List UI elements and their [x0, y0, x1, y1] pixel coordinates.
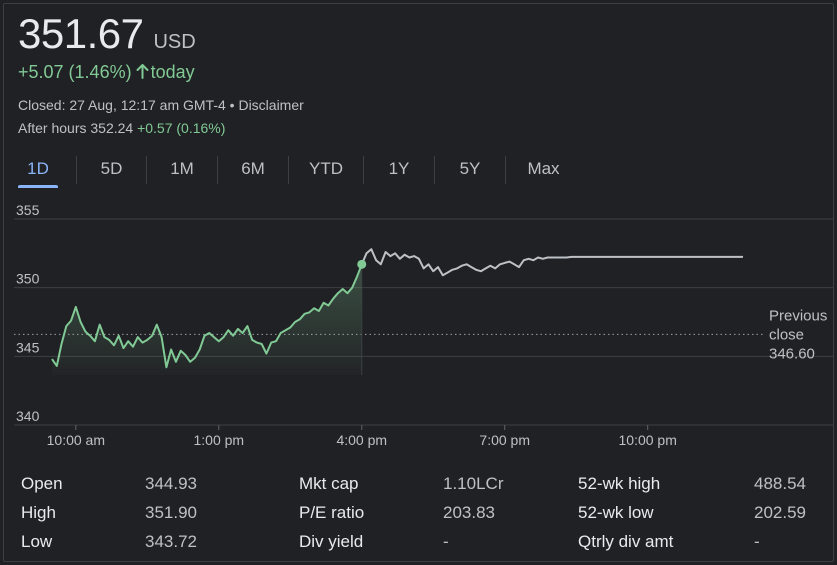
- x-tick-label: 7:00 pm: [479, 432, 530, 448]
- stat-value: -: [754, 532, 760, 551]
- after-hours-change: +0.57 (0.16%): [137, 120, 226, 136]
- stat-label: Mkt cap: [299, 474, 359, 493]
- stat-label: 52-wk low: [578, 503, 654, 522]
- x-tick-label: 10:00 pm: [619, 432, 677, 448]
- stat-value: 202.59: [754, 503, 806, 522]
- x-tick-label: 10:00 am: [47, 432, 105, 448]
- x-tick-label: 4:00 pm: [336, 432, 387, 448]
- stat-label: Qtrly div amt: [578, 532, 674, 551]
- after-hours-label: After hours 352.24: [18, 120, 134, 136]
- previous-close-label: close: [769, 326, 804, 343]
- close-point-dot: [357, 259, 367, 269]
- stat-label: Low: [21, 532, 53, 551]
- previous-close-label: Previous: [769, 307, 827, 324]
- tab-divider: [217, 156, 218, 184]
- price-block: 351.67 USD: [18, 10, 196, 58]
- y-tick-label: 355: [16, 202, 40, 218]
- tab-divider: [288, 156, 289, 184]
- stat-label: Div yield: [299, 532, 364, 551]
- stat-label: 52-wk high: [578, 474, 661, 493]
- stat-value: 203.83: [443, 503, 495, 522]
- after-hours-line: [360, 248, 743, 277]
- tab-1m[interactable]: 1M: [170, 159, 194, 178]
- current-price: 351.67: [18, 10, 144, 57]
- stat-value: 344.93: [145, 474, 197, 493]
- stat-label: High: [21, 503, 56, 522]
- y-tick-label: 350: [16, 271, 40, 287]
- tab-divider: [505, 156, 506, 184]
- tab-5y[interactable]: 5Y: [459, 159, 481, 178]
- stat-value: 1.10LCr: [443, 474, 504, 493]
- y-tick-label: 345: [16, 339, 40, 355]
- tab-divider: [363, 156, 364, 184]
- stat-value: 343.72: [145, 532, 197, 551]
- previous-close-label: 346.60: [769, 345, 815, 362]
- tab-max[interactable]: Max: [527, 159, 560, 178]
- tab-divider: [76, 156, 77, 184]
- tab-6m[interactable]: 6M: [241, 159, 265, 178]
- change-value: +5.07 (1.46%): [18, 62, 132, 82]
- x-tick-label: 1:00 pm: [193, 432, 244, 448]
- tab-1d[interactable]: 1D: [18, 156, 58, 190]
- arrow-up-icon: [136, 62, 149, 83]
- regular-session-line: [51, 263, 363, 369]
- y-tick-label: 340: [16, 408, 40, 424]
- tab-ytd[interactable]: YTD: [309, 159, 343, 178]
- stat-label: P/E ratio: [299, 503, 365, 522]
- stat-value: -: [443, 532, 449, 551]
- stat-value: 488.54: [754, 474, 806, 493]
- regular-session-area: [52, 264, 362, 375]
- price-chart[interactable]: 355 350 345 340 10:00 am 1:00 pm 4:00 pm 7:00 p…: [4, 199, 833, 461]
- stat-label: Open: [21, 474, 63, 493]
- price-change: +5.07 (1.46%) today: [18, 62, 195, 83]
- change-suffix: today: [150, 62, 195, 82]
- tab-divider: [146, 156, 147, 184]
- tab-divider: [434, 156, 435, 184]
- after-hours-info: After hours 352.24 +0.57 (0.16%): [18, 120, 225, 136]
- closed-info: Closed: 27 Aug, 12:17 am GMT-4 • Disclai…: [18, 97, 304, 113]
- range-tabs: 1D 5D 1M 6M YTD 1Y 5Y Max: [18, 156, 581, 190]
- tab-5d[interactable]: 5D: [100, 159, 123, 178]
- currency: USD: [153, 31, 196, 53]
- stat-value: 351.90: [145, 503, 197, 522]
- stock-quote-panel: 351.67 USD +5.07 (1.46%) today Closed: 27…: [3, 3, 834, 562]
- tab-1y[interactable]: 1Y: [388, 159, 410, 178]
